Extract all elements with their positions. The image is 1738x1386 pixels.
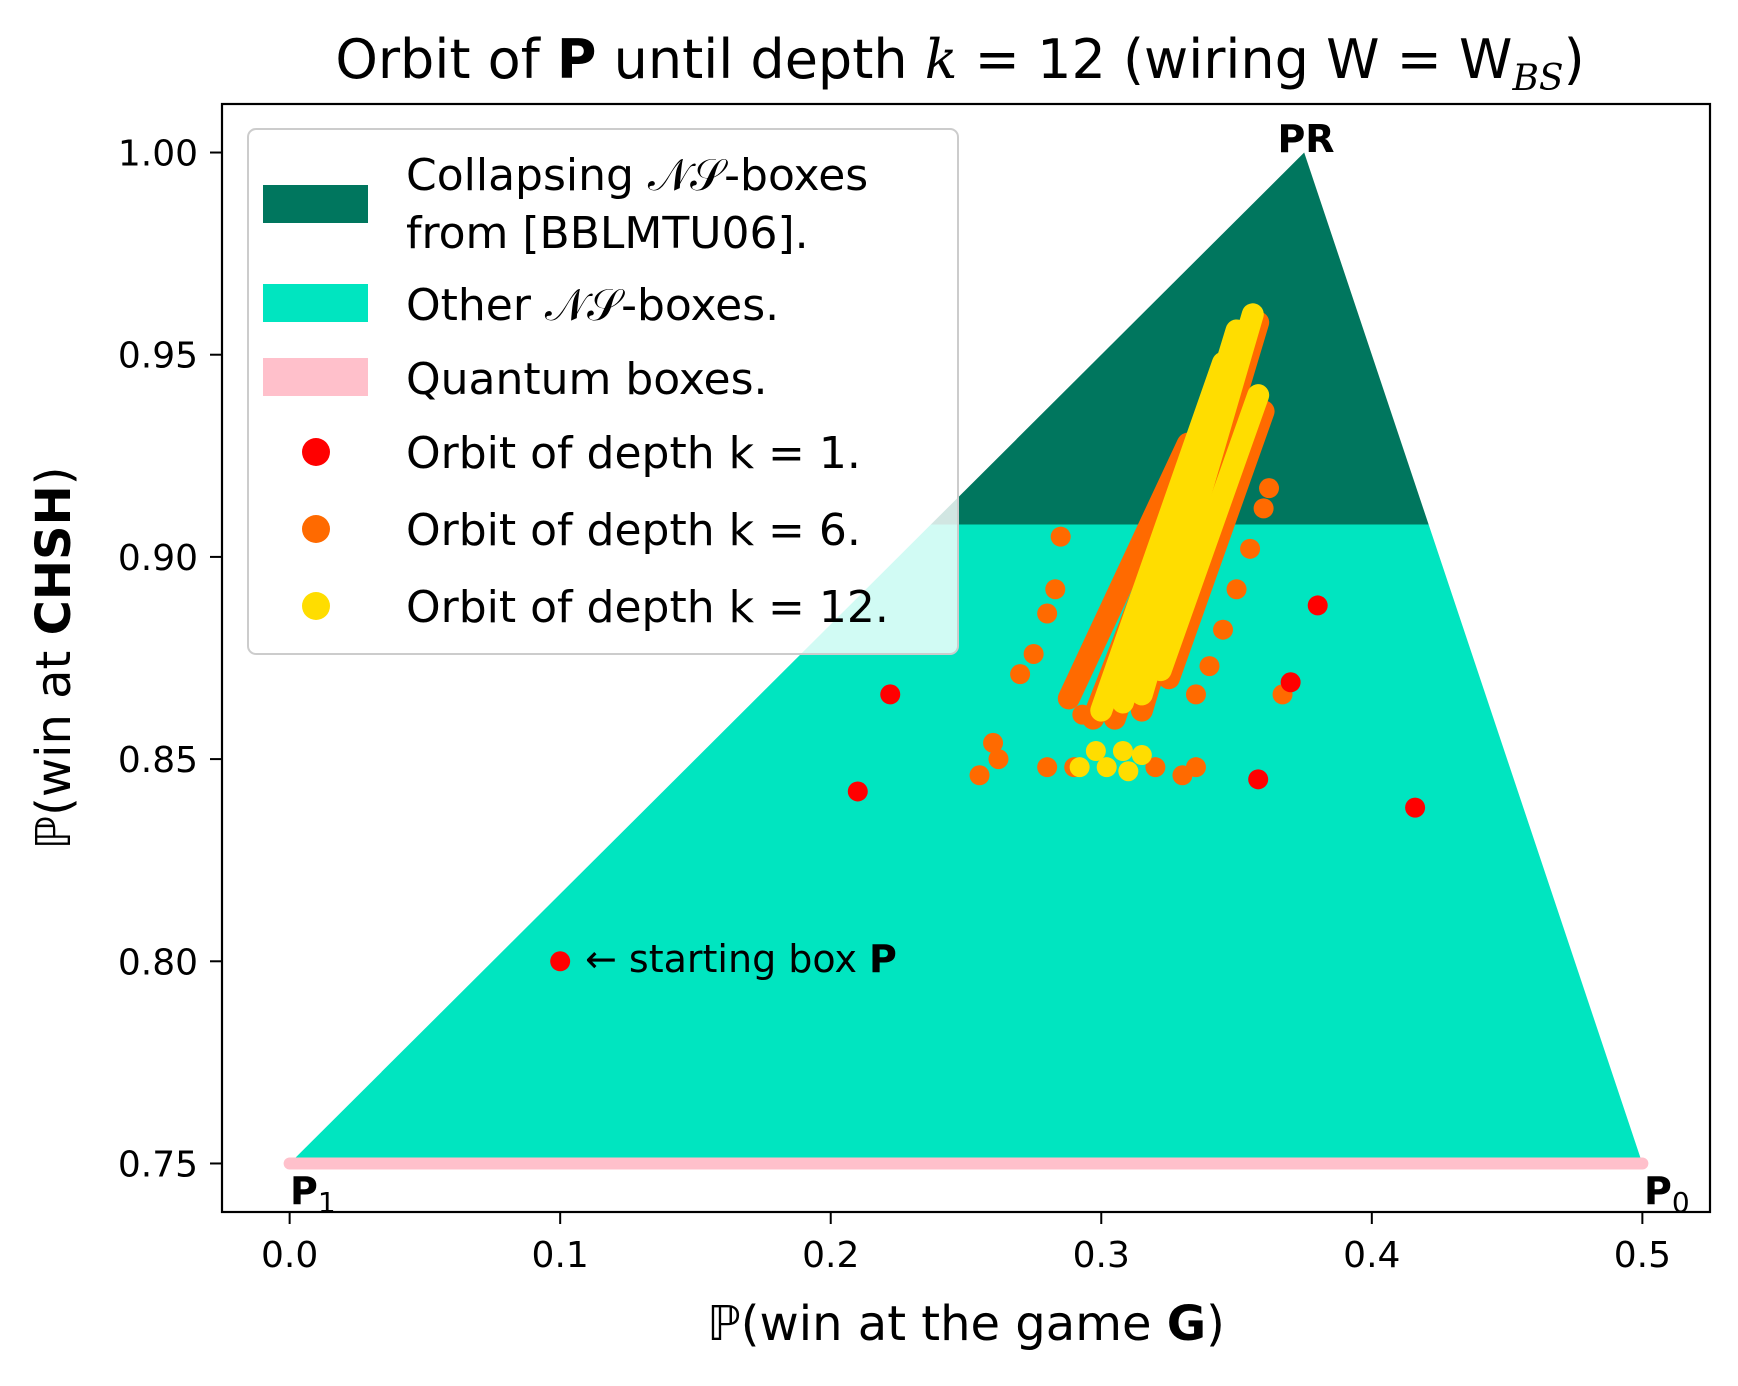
- chart-title: Orbit of P until depth k = 12 (wiring W …: [335, 28, 1584, 99]
- orbit-k6-point-4: [1023, 643, 1044, 664]
- x-tick-label: 0.5: [1614, 1235, 1671, 1276]
- orbit-k6-point-2: [988, 749, 1009, 770]
- orbit-k1-point-2: [880, 684, 901, 705]
- orbit-k6-point-18: [1240, 538, 1261, 559]
- legend-label-k12: Orbit of depth k = 12.: [406, 582, 889, 633]
- vertex-label-p1: P1: [290, 1169, 336, 1219]
- orbit-k12-streak-2: [1130, 303, 1264, 706]
- y-tick-label: 0.85: [118, 740, 198, 781]
- orbit-k6-streak-0: [1057, 432, 1199, 710]
- x-tick-label: 0.1: [532, 1235, 589, 1276]
- legend-swatch-quantum: [263, 358, 368, 396]
- x-tick-label: 0.4: [1343, 1235, 1400, 1276]
- orbit-k6-point-7: [1050, 526, 1071, 547]
- orbit-k6-point-13: [1185, 757, 1206, 778]
- orbit-k1-point-3: [1248, 769, 1269, 790]
- vertex-label-p0: P0: [1644, 1169, 1690, 1219]
- legend: Collapsing 𝒩𝒮-boxes from [BBLMTU06]. Oth…: [247, 128, 959, 655]
- orbit-k12-point-5: [1131, 745, 1152, 766]
- collapsing-ns-region: [930, 152, 1429, 525]
- orbit-k6-point-3: [1010, 664, 1031, 685]
- orbit-k6-point-15: [1199, 656, 1220, 677]
- legend-label-quantum: Quantum boxes.: [406, 354, 768, 405]
- y-axis-label: ℙ(win at CHSH): [26, 466, 82, 849]
- x-tick-label: 0.3: [1073, 1235, 1130, 1276]
- orbit-k6-point-6: [1045, 579, 1066, 600]
- orbit-k1-point-4: [1307, 595, 1328, 616]
- orbit-k1-point-1: [847, 781, 868, 802]
- vertex-label-pr: PR: [1277, 117, 1334, 161]
- legend-label-collapsing-line1: Collapsing 𝒩𝒮-boxes: [406, 150, 868, 201]
- orbit-k6-point-8: [1037, 757, 1058, 778]
- orbit-k1-point-5: [1405, 797, 1426, 818]
- orbit-k12-streak-1: [1111, 319, 1248, 714]
- x-axis-label: ℙ(win at the game G): [707, 1296, 1225, 1352]
- y-axis: 0.75 0.80 0.85 0.90 0.95 1.00: [118, 134, 222, 1185]
- legend-swatch-other-ns: [263, 284, 368, 322]
- starting-box-annotation: ← starting box P: [585, 937, 897, 981]
- orbit-k12-point-2: [1096, 757, 1117, 778]
- orbit-k6-point-11: [1145, 757, 1166, 778]
- orbit-k6-point-16: [1213, 619, 1234, 640]
- legend-frame: [247, 128, 959, 655]
- legend-label-collapsing-line2: from [BBLMTU06].: [406, 208, 809, 259]
- legend-marker-k6: [302, 515, 330, 543]
- legend-label-other-ns: Other 𝒩𝒮-boxes.: [406, 280, 779, 331]
- y-tick-label: 0.75: [118, 1144, 198, 1185]
- x-tick-label: 0.2: [802, 1235, 859, 1276]
- orbit-k12-point-0: [1069, 757, 1090, 778]
- legend-marker-k12: [302, 592, 330, 620]
- legend-marker-k1: [302, 438, 330, 466]
- other-ns-region: [289, 524, 1643, 1164]
- plot-frame: [220, 102, 1712, 1214]
- orbit-k6-point-1: [983, 732, 1004, 753]
- orbit-k6-point-5: [1037, 603, 1058, 624]
- orbit-k12-point-1: [1085, 741, 1106, 762]
- legend-label-k1: Orbit of depth k = 1.: [406, 428, 861, 479]
- orbit-k6-point-14: [1185, 684, 1206, 705]
- y-tick-label: 0.90: [118, 538, 198, 579]
- orbit-k12-point-3: [1112, 741, 1133, 762]
- orbit-k12-streak-3: [1149, 384, 1270, 682]
- orbit-k1-point-0: [550, 951, 571, 972]
- orbit-k6-point-19: [1253, 498, 1274, 519]
- y-tick-label: 1.00: [118, 134, 198, 175]
- y-tick-label: 0.80: [118, 942, 198, 983]
- legend-label-k6: Orbit of depth k = 6.: [406, 505, 861, 556]
- plot-area: [283, 152, 1649, 1170]
- orbit-k12-point-4: [1118, 761, 1139, 782]
- x-axis: 0.0 0.1 0.2 0.3 0.4 0.5: [261, 1212, 1671, 1276]
- orbit-k6-point-20: [1259, 478, 1280, 499]
- y-tick-label: 0.95: [118, 336, 198, 377]
- legend-swatch-collapsing: [263, 185, 368, 223]
- x-tick-label: 0.0: [261, 1235, 318, 1276]
- orbit-k6-point-10: [1072, 704, 1093, 725]
- orbit-k1-point-6: [1280, 672, 1301, 693]
- orbit-k6-point-17: [1226, 579, 1247, 600]
- orbit-k6-point-0: [969, 765, 990, 786]
